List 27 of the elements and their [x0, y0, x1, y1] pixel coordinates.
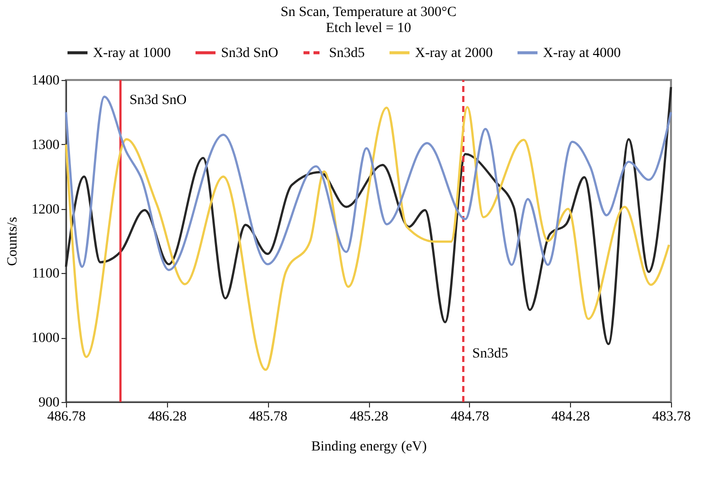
legend-label: Sn3d SnO: [221, 46, 278, 61]
x-tick-label: 484.28: [551, 410, 590, 424]
annotation: Sn3d5: [472, 346, 508, 362]
chart-title: Sn Scan, Temperature at 300°C: [280, 5, 456, 20]
y-tick-label: 1300: [32, 138, 60, 153]
x-tick-label: 484.78: [450, 410, 490, 424]
y-tick-label: 1100: [32, 266, 60, 282]
legend-label: X-ray at 4000: [543, 46, 621, 61]
chart-subtitle: Etch level = 10: [326, 21, 412, 36]
y-tick-label: 1200: [32, 202, 60, 218]
x-tick-label: 486.78: [47, 410, 86, 424]
x-tick-label: 486.28: [148, 410, 187, 424]
legend-label: Sn3d5: [329, 46, 365, 61]
x-tick-label: 485.28: [350, 410, 388, 424]
y-tick-label: 1400: [32, 74, 60, 88]
y-tick-label: 1000: [32, 331, 60, 346]
y-tick-label: 900: [38, 396, 60, 410]
annotation: Sn3d SnO: [129, 92, 187, 108]
x-axis-title: Binding energy (eV): [311, 440, 428, 454]
line-series: [64, 96, 672, 272]
legend-label: X-ray at 2000: [415, 46, 493, 61]
y-axis-title: Counts/s: [6, 216, 20, 266]
x-tick-label: 485.78: [248, 410, 288, 424]
line-series: [64, 86, 672, 346]
x-tick-label: 483.78: [652, 410, 691, 424]
legend-label: X-ray at 1000: [93, 46, 171, 61]
line-series: [64, 106, 670, 371]
